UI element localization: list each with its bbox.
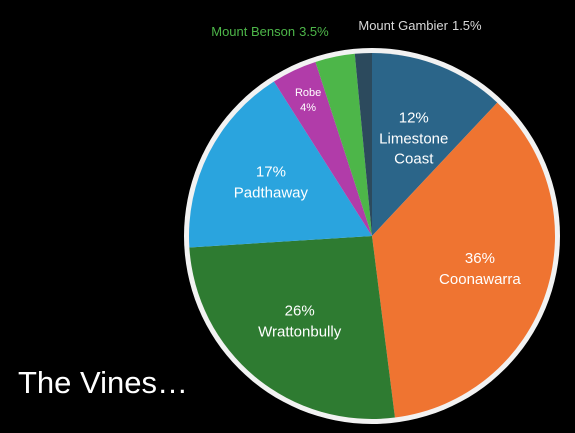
value-label: 36% — [465, 250, 495, 267]
outside-label: Mount Benson 3.5% — [211, 24, 329, 39]
outside-label: Mount Gambier 1.5% — [358, 18, 482, 33]
pie-slice — [354, 53, 372, 236]
value-label: 12% — [399, 109, 429, 126]
category-label: Mount Gambier — [358, 18, 448, 33]
category-label: Padthaway — [234, 184, 309, 201]
value-label: 26% — [285, 302, 315, 319]
value-label: 4% — [300, 102, 316, 114]
labels: 12% Limestone Coast 36% Coonawarra 26% Wratton… — [211, 18, 521, 340]
pie-slice — [273, 61, 372, 236]
pie-slice — [189, 236, 395, 419]
pie-slice — [372, 102, 555, 418]
chart-title: The Vines… — [18, 365, 188, 400]
pie-slice — [189, 81, 372, 248]
slices — [189, 53, 555, 419]
pie-slice — [315, 53, 372, 236]
category-label: Coonawarra — [439, 271, 521, 288]
category-label: Wrattonbully — [258, 323, 342, 340]
pie-slice — [372, 53, 498, 236]
value-label: 17% — [256, 163, 286, 180]
value-label: 1.5% — [452, 18, 482, 33]
category-label: Robe — [295, 87, 321, 99]
value-label: 3.5% — [299, 24, 329, 39]
category-label: Limestone Coast — [379, 130, 448, 167]
category-label: Mount Benson — [211, 24, 295, 39]
